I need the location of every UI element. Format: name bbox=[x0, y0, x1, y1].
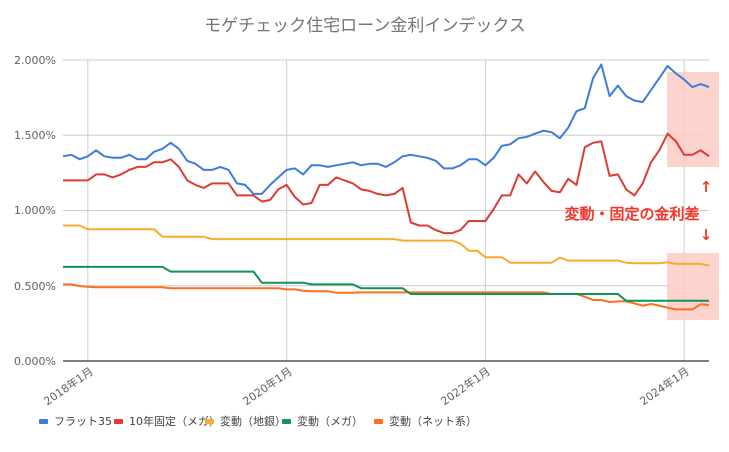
legend-swatch bbox=[205, 419, 214, 424]
legend-item[interactable]: 変動（メガ） bbox=[282, 414, 363, 428]
series-line bbox=[63, 224, 710, 267]
series-line bbox=[63, 283, 710, 311]
legend-swatch bbox=[282, 419, 291, 424]
legend-label: フラット35 bbox=[54, 415, 112, 428]
y-tick-label: 0.500% bbox=[14, 280, 56, 293]
series-line bbox=[62, 63, 710, 195]
legend: フラット35 10年固定（メガ） 変動（地銀） 変動（メガ） 変動（ネット系） bbox=[39, 414, 477, 428]
legend-label: 10年固定（メガ） bbox=[129, 414, 220, 428]
legend-swatch bbox=[374, 419, 383, 424]
annotation-text: 変動・固定の金利差 bbox=[564, 205, 699, 223]
series-lines bbox=[62, 63, 710, 311]
annotation-down-arrow: ↓ bbox=[700, 226, 713, 244]
legend-item[interactable]: 変動（ネット系） bbox=[374, 414, 477, 428]
annotation-up-arrow: ↑ bbox=[700, 178, 713, 196]
gridlines bbox=[63, 59, 709, 361]
x-axis-ticks: 2018年1月 2020年1月 2022年1月 2024年1月 bbox=[41, 364, 692, 408]
x-tick-label: 2020年1月 bbox=[240, 364, 295, 408]
series-line bbox=[63, 132, 710, 235]
chart-title: モゲチェック住宅ローン金利インデックス bbox=[204, 15, 526, 36]
legend-swatch bbox=[39, 419, 48, 424]
highlight-boxes bbox=[667, 72, 719, 320]
legend-label: 変動（メガ） bbox=[297, 414, 363, 428]
legend-swatch bbox=[114, 419, 123, 424]
y-tick-label: 0.000% bbox=[14, 355, 56, 368]
legend-item[interactable]: 10年固定（メガ） bbox=[114, 414, 220, 428]
x-tick-label: 2018年1月 bbox=[41, 364, 96, 408]
legend-label: 変動（地銀） bbox=[220, 414, 286, 428]
y-tick-label: 1.500% bbox=[14, 129, 56, 142]
legend-item[interactable]: 変動（地銀） bbox=[205, 414, 286, 428]
x-tick-label: 2024年1月 bbox=[637, 364, 692, 408]
legend-label: 変動（ネット系） bbox=[389, 414, 477, 428]
y-axis-ticks: 0.000% 0.500% 1.000% 1.500% 2.000% bbox=[14, 54, 56, 368]
x-tick-label: 2022年1月 bbox=[438, 364, 493, 408]
legend-item[interactable]: フラット35 bbox=[39, 415, 112, 428]
series-line bbox=[63, 265, 709, 302]
annotation: ↑ 変動・固定の金利差 ↓ bbox=[564, 178, 712, 244]
y-tick-label: 1.000% bbox=[14, 204, 56, 217]
y-tick-label: 2.000% bbox=[14, 54, 56, 67]
